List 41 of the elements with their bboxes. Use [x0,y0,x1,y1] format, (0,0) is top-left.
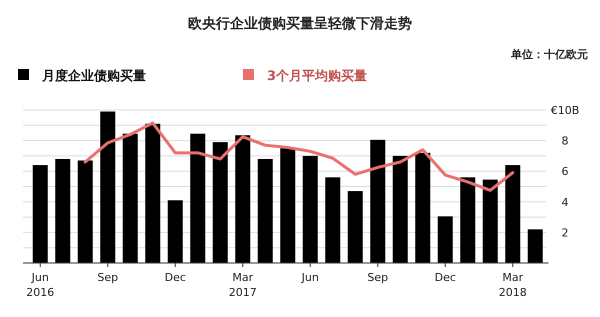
bar [528,229,543,263]
chart-title: 欧央行企业债购买量呈轻微下滑走势 [188,16,412,32]
bar [78,160,93,263]
bar [280,148,296,263]
bar [302,156,318,263]
x-tick-label: Dec [434,271,456,284]
x-tick-label: Mar 2018 [498,271,527,299]
x-tick-label: Dec [164,271,186,284]
legend-label: 月度企业债购买量 [41,68,146,84]
bar [145,124,160,263]
bar [55,158,70,263]
x-tick-label: Jun [300,271,319,284]
y-tick-label: 2 [562,226,568,240]
bar [190,134,206,263]
bar [32,165,48,263]
x-tick-label: Sep [97,271,118,284]
bar [505,165,520,263]
bar [482,180,498,263]
bar [392,156,408,263]
line-series [84,122,514,192]
y-tick-label: €10B [550,104,580,117]
y-tick-label: 6 [562,165,568,178]
bar [325,177,340,263]
bar [415,152,430,263]
x-tick-label: Mar 2017 [228,271,257,299]
y-tick-label: 4 [562,196,568,209]
bar [460,177,476,263]
bar [100,112,116,263]
bar [438,216,453,263]
x-tick-label: Jun 2016 [26,271,54,299]
y-tick-label: 8 [562,134,568,148]
legend-label: 3个月平均购买量 [267,69,368,84]
bar [168,200,183,263]
bar [122,134,138,263]
x-tick-label: Sep [367,271,388,284]
bar [212,142,228,263]
bar [348,191,363,263]
bar [235,135,250,263]
bar [370,140,386,263]
text: 单位：十亿欧元 [510,48,588,61]
bar [258,158,273,263]
